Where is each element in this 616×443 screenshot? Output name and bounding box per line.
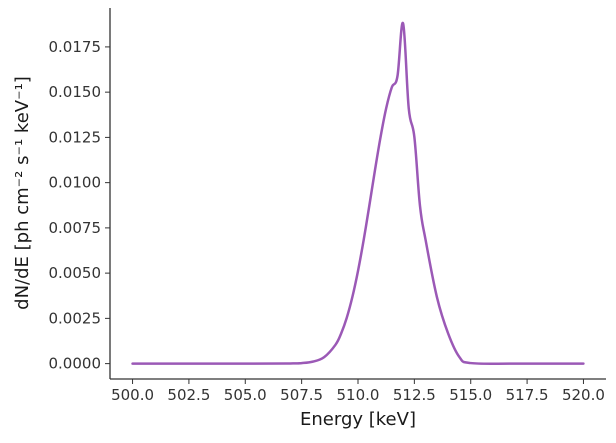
y-tick-label: 0.0125 [49,128,102,146]
x-tick-label: 512.5 [393,386,436,404]
x-tick-label: 520.0 [562,386,605,404]
series-line [131,22,585,365]
x-tick-label: 505.0 [224,386,267,404]
y-tick-label: 0.0025 [49,309,102,327]
axes: 500.0 502.5 505.0 507.5 510.0 512.5 515.0 517.5… [49,8,606,404]
y-tick-label: 0.0075 [49,219,102,237]
x-tick-label: 510.0 [337,386,380,404]
y-tick-label: 0.0050 [49,264,102,282]
x-tick-label: 502.5 [167,386,210,404]
x-axis-label: Energy [keV] [300,409,416,430]
plot-area [131,22,585,365]
x-tick-label: 507.5 [280,386,323,404]
x-tick-label: 500.0 [111,386,154,404]
y-tick-label: 0.0000 [49,355,102,373]
y-axis-label: dN/dE [ph cm⁻² s⁻¹ keV⁻¹] [12,76,33,310]
y-tick-label: 0.0100 [49,174,102,192]
y-tick-label: 0.0150 [49,83,102,101]
x-tick-label: 517.5 [506,386,549,404]
x-tick-label: 515.0 [449,386,492,404]
y-tick-label: 0.0175 [49,38,102,56]
